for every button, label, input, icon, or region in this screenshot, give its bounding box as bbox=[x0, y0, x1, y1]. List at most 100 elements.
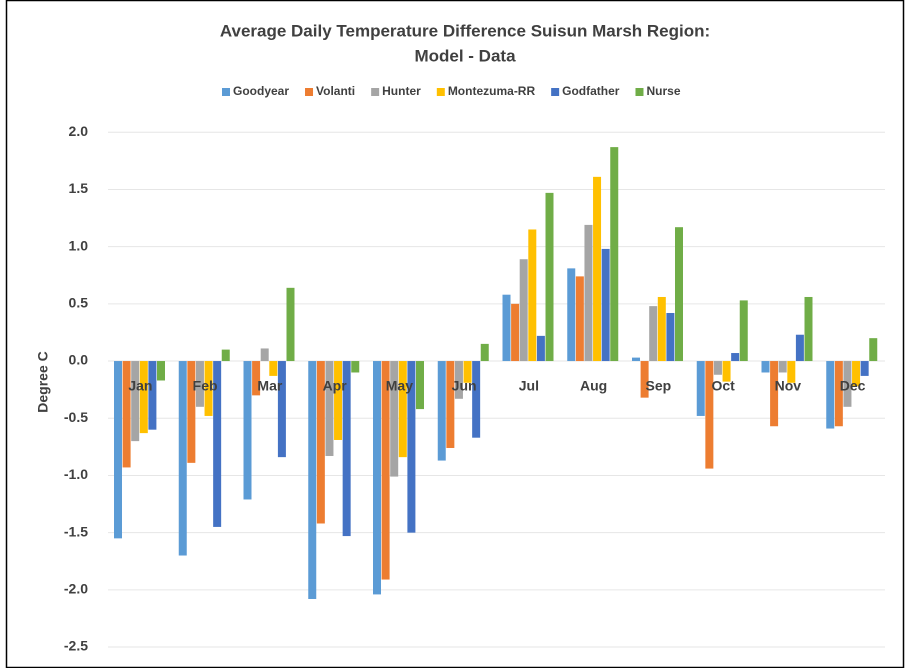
bar bbox=[446, 361, 455, 448]
bar bbox=[696, 361, 705, 416]
y-tick-label: -2.0 bbox=[64, 581, 88, 597]
bar bbox=[739, 300, 748, 362]
bar bbox=[437, 361, 446, 461]
bar bbox=[584, 224, 593, 362]
bar bbox=[342, 361, 351, 537]
bar bbox=[632, 357, 640, 362]
chart-subtitle: Model - Data bbox=[414, 46, 516, 65]
bar bbox=[804, 296, 813, 362]
x-tick-label: Aug bbox=[580, 378, 607, 394]
bar bbox=[260, 348, 269, 362]
bar bbox=[334, 361, 343, 440]
x-tick-label: Nov bbox=[775, 378, 802, 394]
x-tick-label: Jul bbox=[519, 378, 539, 394]
bar bbox=[398, 361, 407, 458]
x-tick-label: Sep bbox=[646, 378, 672, 394]
legend-swatch bbox=[551, 88, 560, 96]
bar bbox=[528, 229, 537, 362]
bar bbox=[666, 312, 675, 362]
legend-swatch bbox=[222, 88, 230, 96]
y-tick-label: 1.5 bbox=[69, 180, 89, 196]
y-tick-label: 0.5 bbox=[69, 295, 89, 311]
bar bbox=[139, 361, 148, 434]
bar bbox=[243, 361, 252, 500]
bar bbox=[463, 361, 472, 383]
bar bbox=[286, 287, 295, 362]
bar bbox=[869, 338, 878, 362]
bar bbox=[834, 361, 843, 427]
legend-swatch bbox=[371, 88, 380, 96]
bar bbox=[204, 361, 213, 416]
bar bbox=[787, 361, 796, 383]
legend-label: Goodyear bbox=[233, 84, 289, 98]
bar bbox=[131, 361, 140, 442]
legend-label: Volanti bbox=[316, 84, 355, 98]
bar bbox=[148, 361, 157, 430]
legend-label: Godfather bbox=[562, 84, 620, 98]
x-tick-label: Mar bbox=[257, 378, 282, 394]
bar bbox=[325, 361, 334, 456]
legend-label: Nurse bbox=[646, 84, 680, 98]
bar bbox=[373, 361, 381, 595]
chart-frame bbox=[5, 0, 905, 668]
legend-label: Montezuma-RR bbox=[448, 84, 536, 98]
bar bbox=[795, 334, 804, 362]
bar bbox=[277, 361, 286, 458]
chart-title: Average Daily Temperature Difference Sui… bbox=[220, 21, 710, 40]
bar bbox=[640, 361, 649, 398]
bar bbox=[502, 294, 511, 362]
bar bbox=[316, 361, 325, 524]
bar bbox=[351, 361, 360, 373]
bar bbox=[472, 361, 481, 438]
x-tick-label: Apr bbox=[323, 378, 348, 394]
bar bbox=[731, 353, 740, 362]
y-tick-label: -1.5 bbox=[64, 523, 88, 539]
bar bbox=[122, 361, 131, 468]
legend-label: Hunter bbox=[382, 84, 421, 98]
y-tick-label: 2.0 bbox=[69, 123, 89, 139]
y-tick-label: -0.5 bbox=[64, 409, 88, 425]
bar bbox=[852, 361, 861, 387]
bar bbox=[713, 361, 722, 375]
bar bbox=[536, 335, 545, 362]
bar bbox=[601, 248, 610, 362]
bar bbox=[511, 303, 520, 362]
y-axis-label: Degree C bbox=[35, 351, 51, 412]
bar bbox=[407, 361, 416, 533]
bar bbox=[213, 361, 222, 527]
bar bbox=[778, 361, 787, 373]
x-tick-label: Jun bbox=[452, 378, 477, 394]
bar bbox=[480, 343, 489, 362]
bar bbox=[705, 361, 714, 469]
bar bbox=[308, 361, 317, 599]
bar bbox=[657, 296, 666, 362]
bar bbox=[269, 361, 278, 376]
bar bbox=[390, 361, 399, 477]
bar bbox=[252, 361, 261, 396]
bar bbox=[416, 361, 424, 410]
bar bbox=[843, 361, 852, 407]
bar bbox=[519, 259, 528, 362]
x-tick-label: Feb bbox=[193, 378, 218, 394]
bar bbox=[114, 361, 122, 539]
legend-swatch bbox=[635, 88, 644, 96]
bar bbox=[761, 361, 770, 373]
x-tick-label: Oct bbox=[711, 378, 735, 394]
bar bbox=[381, 361, 390, 580]
bar bbox=[860, 361, 869, 376]
bar bbox=[675, 227, 683, 362]
bar bbox=[567, 268, 576, 362]
bar bbox=[649, 306, 658, 362]
bar bbox=[195, 361, 204, 407]
bar bbox=[187, 361, 196, 463]
bar bbox=[722, 361, 731, 382]
bar bbox=[593, 176, 602, 362]
bar bbox=[826, 361, 835, 429]
bar bbox=[610, 147, 619, 362]
y-tick-label: 0.0 bbox=[69, 352, 89, 368]
bar bbox=[178, 361, 187, 556]
bar bbox=[770, 361, 779, 427]
bar bbox=[575, 276, 584, 362]
bar bbox=[454, 361, 463, 399]
bar bbox=[545, 192, 554, 362]
